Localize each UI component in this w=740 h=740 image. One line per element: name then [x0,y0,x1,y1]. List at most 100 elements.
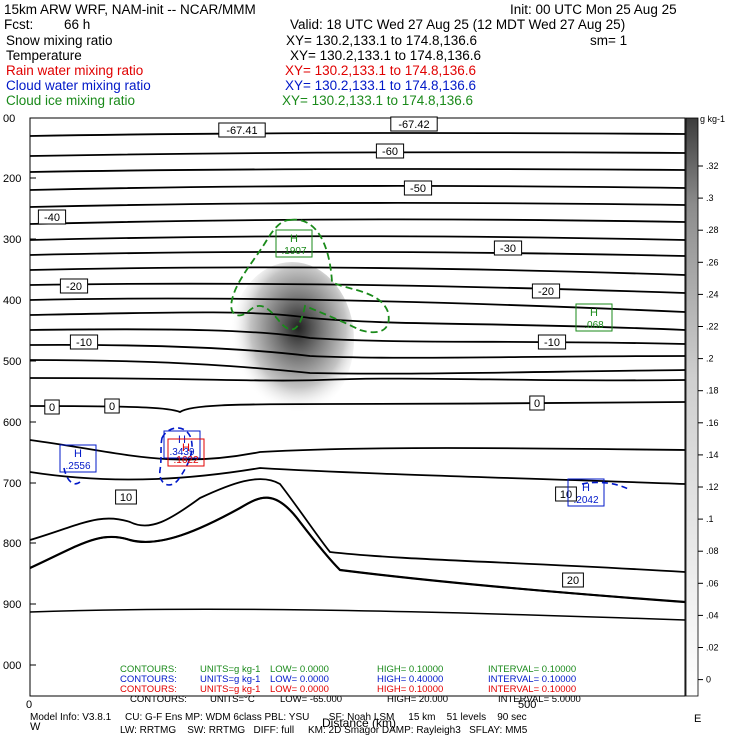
field-snow-smoothing: sm= 1 [590,33,628,48]
maximum-value: .068 [584,320,604,331]
contour-info-label: CONTOURS: [120,684,177,695]
west-end-label: W [30,721,41,733]
temperature-label-box [529,395,545,411]
y-tick-label: 00 [3,113,15,125]
maximum-letter: H [582,482,590,494]
colorbar-tick-label: .2 [706,354,714,364]
y-tick-label: 200 [3,173,21,185]
colorbar-tick-label: .04 [706,610,719,620]
temperature-label: -20 [538,286,554,298]
field-rain-name: Rain water mixing ratio [6,63,144,78]
contour-info-interval: INTERVAL= 0.10000 [488,684,577,695]
temperature-label: 0 [49,402,55,414]
maximum-box [163,430,201,459]
colorbar-ticks: .32 .3 .28 .26 .24 .22 .2 .18 .16 .14 .12 .1 .08 .06.… [698,161,719,685]
temperature-label-box [69,334,99,350]
contour-info-high: HIGH= 0.10000 [377,684,444,695]
contour-info-units: UNITS=°C [210,694,255,705]
field-temp-name: Temperature [6,48,82,63]
temperature-label-box [218,122,266,138]
colorbar-tick-label: 0 [706,675,711,685]
temperature-label-box [37,209,67,225]
field-snow-name: Snow mixing ratio [6,33,113,48]
field-cloudwater-name: Cloud water mixing ratio [6,78,151,93]
colorbar-tick-label: .3 [706,193,714,203]
forecast-label: Fcst: [4,17,34,32]
temperature-label: -60 [382,146,398,158]
contour-info-high: HIGH= 0.40000 [377,674,444,685]
temperature-label-box [104,398,120,414]
cloud-water-contours [63,427,631,491]
maximum-letter: H [178,434,186,446]
maximum-letter: H [590,307,598,319]
contour-info-units: UNITS=g kg-1 [200,664,261,675]
model-info-line: Model Info: V3.8.1 CU: G-F Ens MP: WDM 6… [30,712,527,723]
temperature-label: 10 [560,489,572,501]
maximum-value: .3439 [169,447,194,458]
maximum-value: .1907 [281,246,306,257]
field-cloudice-xy: XY= 130.2,133.1 to 174.8,136.6 [282,93,474,108]
temperature-label: -30 [500,243,516,255]
colorbar-tick-label: .18 [706,386,719,396]
contour-info-low: LOW= 0.0000 [270,684,329,695]
terrain-profile [29,496,686,604]
maximum-box [275,229,313,258]
cloud-ice-contours [230,218,390,334]
colorbar-tick-label: .08 [706,546,719,556]
temperature-labels: -67.41 -67.42 -60 -50 -40 -30 -20 -20 -10 -10 0 0 0 1… [37,116,584,588]
temperature-label-box [59,278,89,294]
temperature-label: 10 [120,492,132,504]
colorbar-tick-label: .32 [706,161,719,171]
y-tick-label: 800 [3,538,21,550]
valid-time: Valid: 18 UTC Wed 27 Aug 25 (12 MDT Wed … [290,17,626,32]
temperature-label-box [44,399,60,415]
maximum-box [167,438,205,467]
field-snow-xy: XY= 130.2,133.1 to 174.8,136.6 [286,33,478,48]
lower-contour [29,608,686,621]
temperature-label-box [115,489,137,505]
field-temp-xy: XY= 130.2,133.1 to 174.8,136.6 [290,48,482,63]
temperature-label: -67.41 [226,125,257,137]
maximum-letter: H [74,448,82,460]
east-end-label: E [694,713,701,725]
colorbar [685,117,699,697]
y-axis-ticks: 00 200 300 400 500 600 700 800 900 000 [3,113,36,672]
temperature-label-box [390,116,438,132]
temperature-label: -67.42 [398,119,429,131]
temperature-label-box [375,143,405,159]
colorbar-tick-label: .06 [706,578,719,588]
x-tick-0: 0 [26,699,32,711]
temperature-label: -50 [410,183,426,195]
y-tick-label: 600 [3,417,21,429]
y-tick-label: 000 [3,660,21,672]
temperature-label-box [493,240,523,256]
contour-info-label: CONTOURS: [120,674,177,685]
temperature-label: 20 [567,575,579,587]
contour-info-interval: INTERVAL= 5.0000 [498,694,581,705]
maximum-box [567,478,605,507]
colorbar-tick-label: .16 [706,418,719,428]
colorbar-units: g kg-1 [700,114,725,124]
colorbar-tick-label: .22 [706,322,719,332]
plot-frame [29,117,686,697]
contour-info-units: UNITS=g kg-1 [200,684,261,695]
temperature-label-box [537,334,567,350]
y-tick-label: 700 [3,478,21,490]
temperature-label: -10 [76,337,92,349]
y-tick-label: 500 [3,356,21,368]
init-time: Init: 00 UTC Mon 25 Aug 25 [510,2,677,17]
temperature-contours [29,132,686,603]
contour-info-label: CONTOURS: [130,694,187,705]
temperature-label-box [531,283,561,299]
maximum-box [575,303,613,332]
maximum-value: .2556 [65,461,90,472]
y-tick-label: 300 [3,234,21,246]
temperature-label-box [555,486,577,502]
field-cloudwater-xy: XY= 130.2,133.1 to 174.8,136.6 [285,78,477,93]
y-tick-label: 900 [3,599,21,611]
model-title: 15km ARW WRF, NAM-init -- NCAR/MMM [4,2,256,17]
forecast-hours: 66 h [64,17,91,32]
colorbar-tick-label: .02 [706,643,719,653]
temperature-label: -40 [44,212,60,224]
